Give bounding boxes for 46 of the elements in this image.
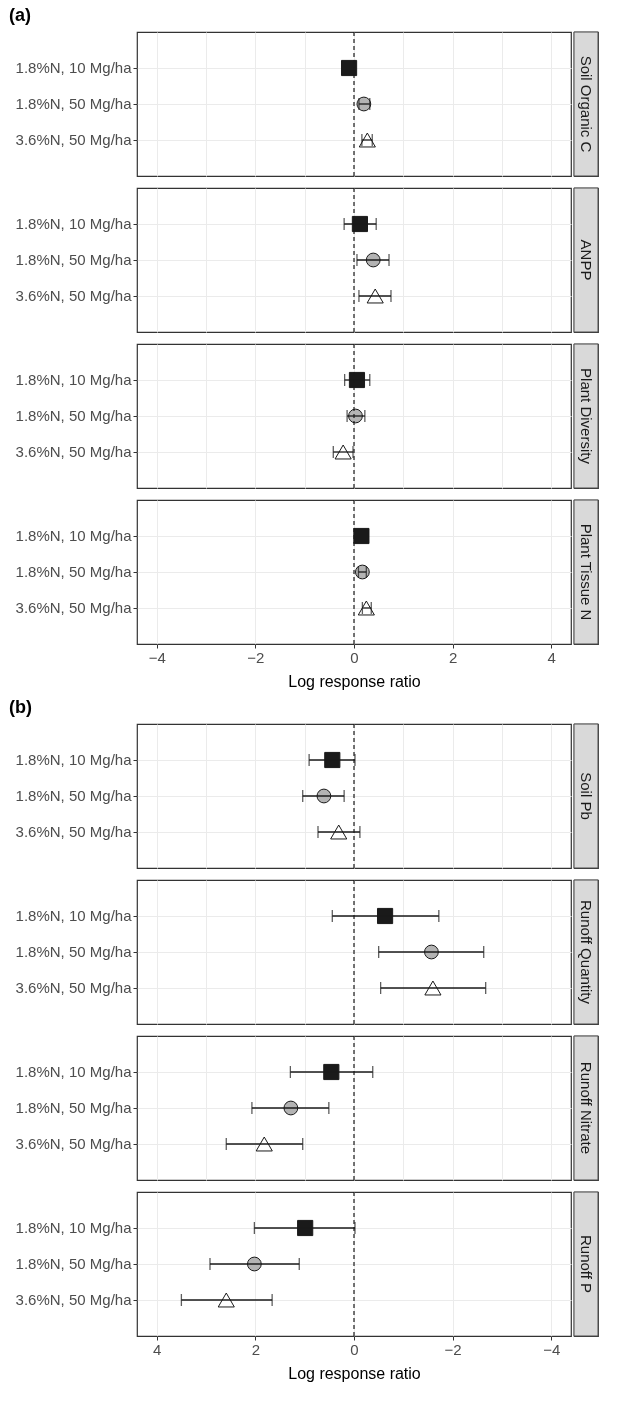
- x-tick-label: −4: [543, 1340, 561, 1358]
- x-tick-label: −4: [148, 648, 166, 666]
- x-tick-label: 0: [350, 1340, 359, 1358]
- y-tick-label: 1.8%N, 10 Mg/ha: [15, 751, 133, 768]
- text: Plant Diversity: [578, 368, 595, 465]
- text: (a): [9, 5, 32, 26]
- y-tick-label: 3.6%N, 50 Mg/ha: [15, 287, 133, 304]
- y-tick-label: 1.8%N, 50 Mg/ha: [15, 407, 133, 424]
- x-tick-label: 4: [547, 648, 556, 666]
- x-tick-label: 2: [251, 1340, 261, 1358]
- y-tick-label: 1.8%N, 50 Mg/ha: [15, 787, 133, 804]
- y-tick-label: 1.8%N, 10 Mg/ha: [15, 215, 133, 232]
- y-tick-label: 3.6%N, 50 Mg/ha: [15, 599, 133, 616]
- y-tick-label: 1.8%N, 50 Mg/ha: [15, 1255, 133, 1272]
- x-tick-label: 0: [350, 648, 359, 666]
- text: ANPP: [578, 239, 595, 281]
- y-tick-label: 1.8%N, 50 Mg/ha: [15, 251, 133, 268]
- y-tick-label: 1.8%N, 50 Mg/ha: [15, 1099, 133, 1116]
- x-tick-label: −2: [247, 648, 265, 666]
- y-tick-label: 1.8%N, 50 Mg/ha: [15, 563, 133, 580]
- y-tick-label: 1.8%N, 50 Mg/ha: [15, 943, 133, 960]
- text: Plant Tissue N: [578, 523, 595, 621]
- x-tick-label: 4: [153, 1340, 162, 1358]
- text: Soil Organic C: [578, 55, 595, 153]
- x-tick-label: 2: [448, 648, 458, 666]
- y-tick-label: 3.6%N, 50 Mg/ha: [15, 979, 133, 996]
- y-tick-label: 1.8%N, 10 Mg/ha: [15, 907, 133, 924]
- x-axis-title: Log response ratio: [288, 672, 421, 690]
- y-tick-label: 3.6%N, 50 Mg/ha: [15, 1291, 133, 1308]
- y-tick-label: 3.6%N, 50 Mg/ha: [15, 443, 133, 460]
- x-tick-label: −2: [444, 1340, 462, 1358]
- y-tick-label: 1.8%N, 10 Mg/ha: [15, 1219, 133, 1236]
- text: Runoff Nitrate: [578, 1061, 595, 1155]
- text: Runoff Quantity: [578, 900, 595, 1005]
- y-tick-label: 3.6%N, 50 Mg/ha: [15, 1135, 133, 1152]
- text: Soil Pb: [578, 772, 595, 820]
- text: (b): [9, 697, 33, 718]
- y-tick-label: 1.8%N, 10 Mg/ha: [15, 371, 133, 388]
- text: Runoff P: [578, 1234, 595, 1294]
- y-tick-label: 1.8%N, 10 Mg/ha: [15, 59, 133, 76]
- y-tick-label: 1.8%N, 50 Mg/ha: [15, 95, 133, 112]
- y-tick-label: 1.8%N, 10 Mg/ha: [15, 1063, 133, 1080]
- y-tick-label: 3.6%N, 50 Mg/ha: [15, 823, 133, 840]
- y-tick-label: 3.6%N, 50 Mg/ha: [15, 131, 133, 148]
- y-tick-label: 1.8%N, 10 Mg/ha: [15, 527, 133, 544]
- x-axis-title: Log response ratio: [288, 1364, 421, 1382]
